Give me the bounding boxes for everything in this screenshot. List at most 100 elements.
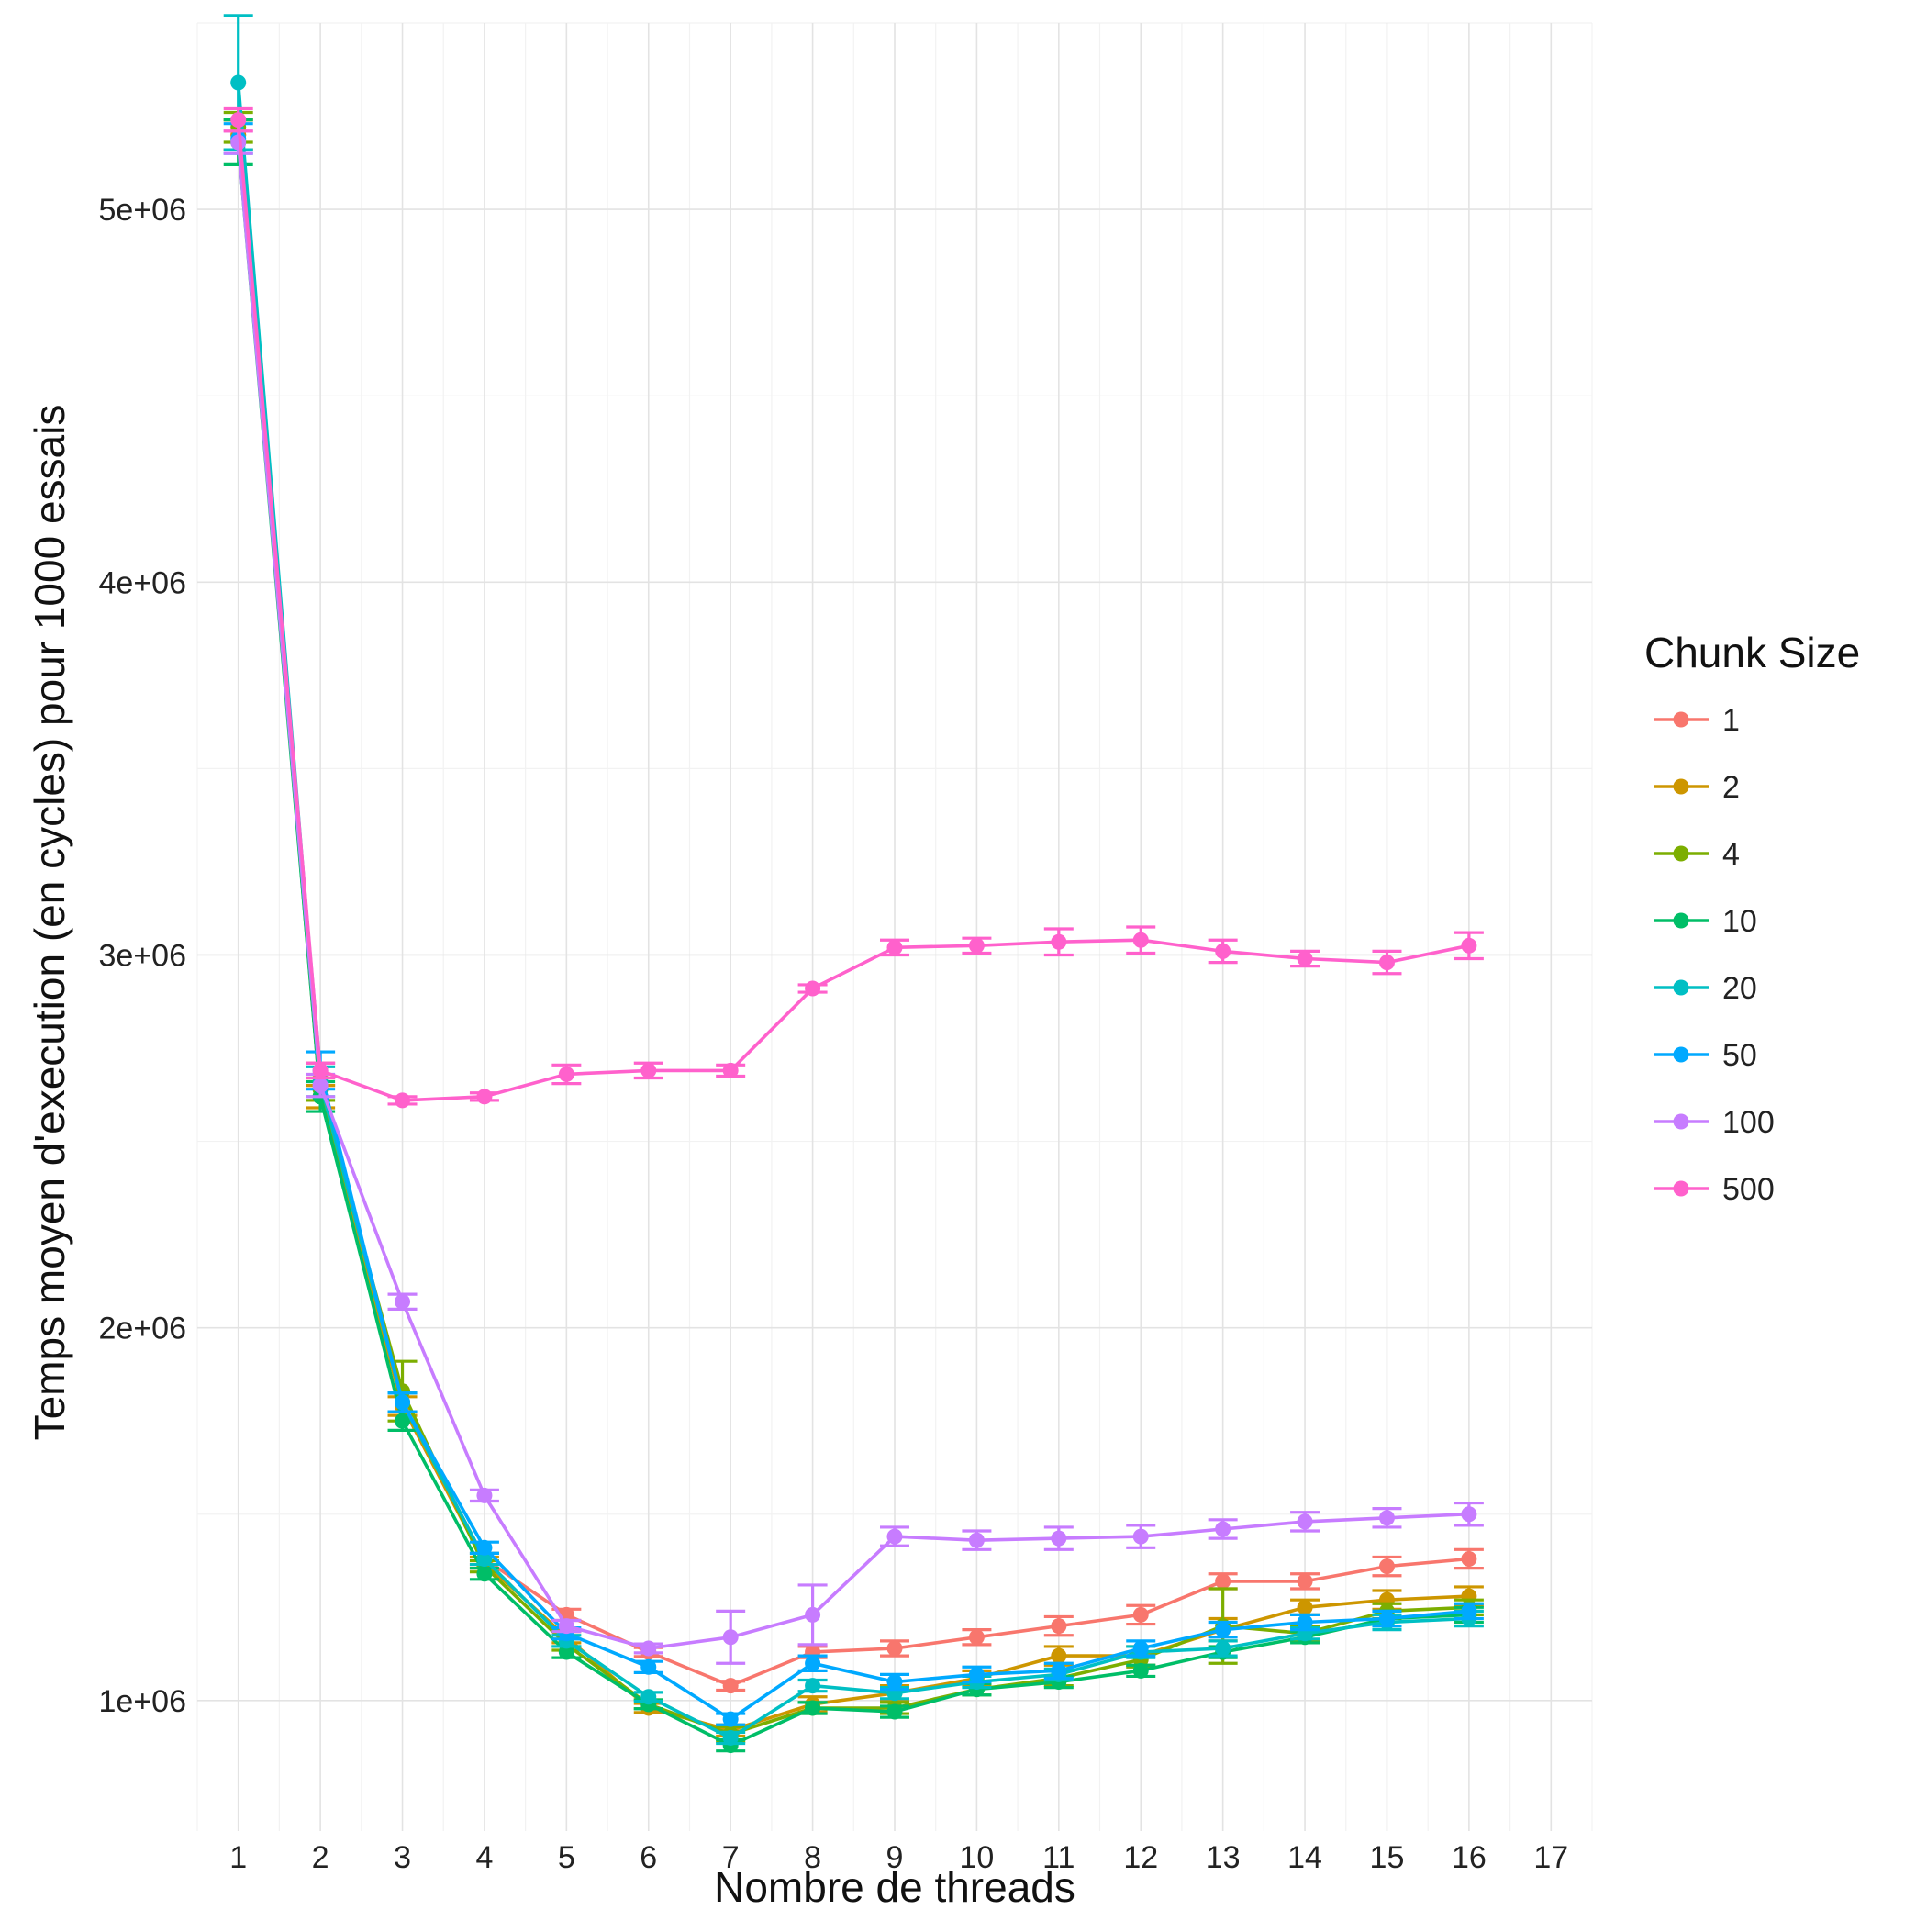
data-point	[476, 1539, 493, 1556]
data-point	[722, 1711, 739, 1727]
data-point	[395, 1293, 411, 1310]
data-point	[476, 1487, 493, 1503]
data-point	[1297, 1513, 1313, 1530]
data-point	[968, 937, 985, 954]
x-tick-label: 14	[1287, 1840, 1322, 1875]
x-tick-label: 11	[1042, 1840, 1075, 1875]
data-point	[1378, 1558, 1395, 1575]
x-tick-label: 6	[640, 1840, 657, 1875]
data-point	[1461, 1550, 1477, 1567]
data-point	[558, 1618, 574, 1635]
data-point	[722, 1678, 739, 1694]
data-point	[886, 1703, 903, 1720]
x-tick-label: 9	[886, 1840, 904, 1875]
data-point	[805, 1655, 821, 1671]
legend-item-20: 20	[1654, 971, 1757, 1006]
x-tick-label: 4	[475, 1840, 493, 1875]
data-point	[395, 1092, 411, 1109]
legend-key-point	[1673, 1113, 1689, 1130]
data-point	[1297, 1614, 1313, 1631]
y-axis-title: Temps moyen d'execution (en cycles) pour…	[26, 405, 73, 1441]
legend-item-500: 500	[1654, 1172, 1775, 1207]
x-tick-label: 15	[1370, 1840, 1405, 1875]
x-tick-label: 8	[804, 1840, 821, 1875]
data-point	[1378, 1510, 1395, 1526]
series-line	[236, 141, 1469, 1650]
axis-layer: 1 2 3 4 5 6 7 8 9 10 11 12 13 14 15 16 171e+062e+063e+06…	[99, 193, 1569, 1875]
data-point	[1378, 955, 1395, 971]
legend-key-point	[1673, 912, 1689, 929]
series-layer	[223, 14, 1484, 1754]
y-tick-label: 1e+06	[99, 1684, 187, 1719]
data-point	[230, 112, 247, 128]
data-point	[395, 1413, 411, 1429]
data-point	[805, 1606, 821, 1623]
x-tick-label: 7	[722, 1840, 740, 1875]
data-point	[1461, 1603, 1477, 1619]
x-axis-title: Nombre de threads	[714, 1863, 1075, 1911]
series-100	[223, 129, 1484, 1665]
data-point	[395, 1394, 411, 1411]
legend: Chunk Size 1 2 4 10 20 50 100 500	[1644, 629, 1860, 1207]
x-tick-label: 16	[1452, 1840, 1487, 1875]
x-tick-label: 12	[1123, 1840, 1158, 1875]
grid-layer	[196, 22, 1593, 1831]
data-point	[558, 1066, 574, 1082]
data-point	[640, 1640, 657, 1657]
data-point	[1297, 1573, 1313, 1590]
data-point	[1051, 1618, 1067, 1635]
legend-key-point	[1673, 711, 1689, 728]
data-point	[1051, 1530, 1067, 1547]
legend-label: 4	[1722, 837, 1740, 872]
data-point	[722, 1729, 739, 1746]
data-point	[476, 1089, 493, 1105]
legend-key-point	[1673, 845, 1689, 862]
data-point	[886, 1640, 903, 1657]
x-tick-label: 1	[229, 1840, 247, 1875]
data-point	[1132, 1606, 1149, 1623]
legend-item-10: 10	[1654, 904, 1757, 939]
data-point	[1297, 951, 1313, 967]
y-tick-label: 2e+06	[99, 1312, 187, 1346]
data-point	[312, 1078, 329, 1094]
data-point	[886, 1528, 903, 1545]
y-tick-label: 3e+06	[99, 938, 187, 973]
y-tick-label: 5e+06	[99, 193, 187, 228]
x-tick-label: 10	[959, 1840, 994, 1875]
data-point	[722, 1062, 739, 1078]
data-point	[1132, 932, 1149, 948]
legend-label: 1	[1722, 703, 1740, 738]
data-point	[558, 1644, 574, 1660]
legend-label: 50	[1722, 1038, 1757, 1073]
data-point	[805, 1700, 821, 1716]
legend-item-100: 100	[1654, 1105, 1775, 1140]
data-point	[1215, 1640, 1231, 1657]
legend-key-point	[1673, 1046, 1689, 1063]
data-point	[805, 980, 821, 997]
data-point	[805, 1678, 821, 1694]
data-point	[1132, 1640, 1149, 1657]
series-line	[236, 119, 1470, 1102]
x-tick-label: 17	[1533, 1840, 1568, 1875]
data-point	[1215, 943, 1231, 959]
x-tick-label: 13	[1206, 1840, 1241, 1875]
data-point	[1051, 1647, 1067, 1664]
series-500	[223, 106, 1484, 1109]
data-point	[1297, 1599, 1313, 1615]
series-line	[236, 82, 1469, 1740]
series-line	[236, 138, 1470, 1721]
legend-label: 100	[1722, 1105, 1775, 1140]
data-point	[640, 1689, 657, 1705]
legend-item-50: 50	[1654, 1038, 1757, 1073]
data-point	[1132, 1528, 1149, 1545]
legend-item-4: 4	[1654, 837, 1740, 872]
data-point	[476, 1550, 493, 1567]
data-point	[476, 1566, 493, 1582]
legend-title: Chunk Size	[1644, 629, 1860, 676]
legend-label: 10	[1722, 904, 1757, 939]
data-point	[1215, 1521, 1231, 1537]
data-point	[968, 1666, 985, 1682]
data-point	[968, 1629, 985, 1646]
